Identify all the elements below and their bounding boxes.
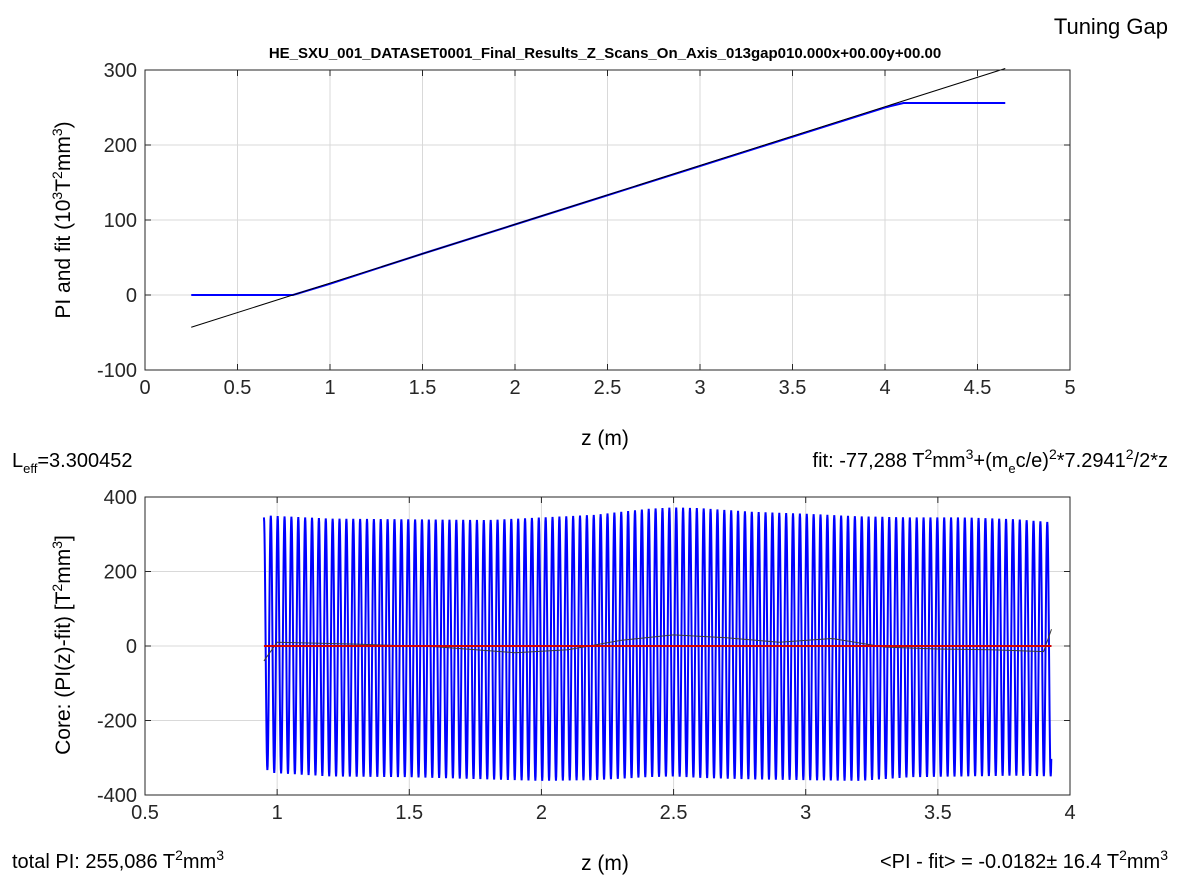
x-tick-label: 4.5 (964, 377, 992, 399)
x-tick-label: 3 (694, 377, 705, 399)
l-eff-label: Leff=3.300452 (12, 450, 132, 476)
x-tick-label: 2 (536, 802, 547, 824)
x-tick-label: 5 (1064, 377, 1075, 399)
bottom-series (262, 507, 1053, 781)
x-tick-label: 3 (800, 802, 811, 824)
x-tick-label: 2 (509, 377, 520, 399)
top-chart-title: HE_SXU_001_DATASET0001_Final_Results_Z_S… (269, 45, 941, 62)
top-y-axis-label: PI and fit (103T2mm3) (49, 121, 75, 318)
top-x-axis-label: z (m) (581, 427, 629, 450)
x-tick-label: 1 (272, 802, 283, 824)
x-tick-label: 1.5 (395, 802, 423, 824)
x-tick-label: 0.5 (131, 802, 159, 824)
x-tick-label: 1.5 (409, 377, 437, 399)
x-tick-label: 3.5 (779, 377, 807, 399)
bottom-x-axis-label: z (m) (581, 852, 629, 875)
y-tick-label: 0 (126, 285, 137, 307)
x-tick-label: 0 (139, 377, 150, 399)
residual-mean-label: <PI - fit> = -0.0182± 16.4 T2mm3 (880, 847, 1168, 873)
x-tick-label: 4 (1064, 802, 1075, 824)
tuning-gap-label: Tuning Gap (1054, 14, 1168, 39)
x-tick-label: 2.5 (594, 377, 622, 399)
fit-line (191, 68, 1006, 328)
bottom-ticks: 0.5 1 1.5 2 2.5 3 3.5 4 -400 -200 0 200 400 (97, 487, 1076, 824)
pi-fit-panel: HE_SXU_001_DATASET0001_Final_Results_Z_S… (49, 45, 1076, 450)
y-tick-label: 300 (104, 60, 137, 82)
y-tick-label: 200 (104, 562, 137, 584)
top-series (191, 68, 1006, 328)
residual-oscillation-curve (262, 507, 1053, 781)
bottom-y-axis-label: Core: (PI(z)-fit) [T2mm3] (49, 535, 75, 755)
y-tick-label: 0 (126, 636, 137, 658)
x-tick-label: 1 (324, 377, 335, 399)
y-tick-label: -200 (97, 711, 137, 733)
x-tick-label: 4 (879, 377, 890, 399)
y-tick-label: -100 (97, 360, 137, 382)
residual-panel: 0.5 1 1.5 2 2.5 3 3.5 4 -400 -200 0 200 400 z (m) Co… (49, 487, 1076, 875)
y-tick-label: 200 (104, 135, 137, 157)
fit-formula-label: fit: -77,288 T2mm3+(mec/e)2*7.29412/2*z (813, 446, 1168, 476)
y-tick-label: 100 (104, 210, 137, 232)
total-pi-label: total PI: 255,086 T2mm3 (12, 847, 224, 873)
x-tick-label: 2.5 (660, 802, 688, 824)
y-tick-label: -400 (97, 785, 137, 807)
x-tick-label: 3.5 (924, 802, 952, 824)
x-tick-label: 0.5 (224, 377, 252, 399)
y-tick-label: 400 (104, 487, 137, 509)
